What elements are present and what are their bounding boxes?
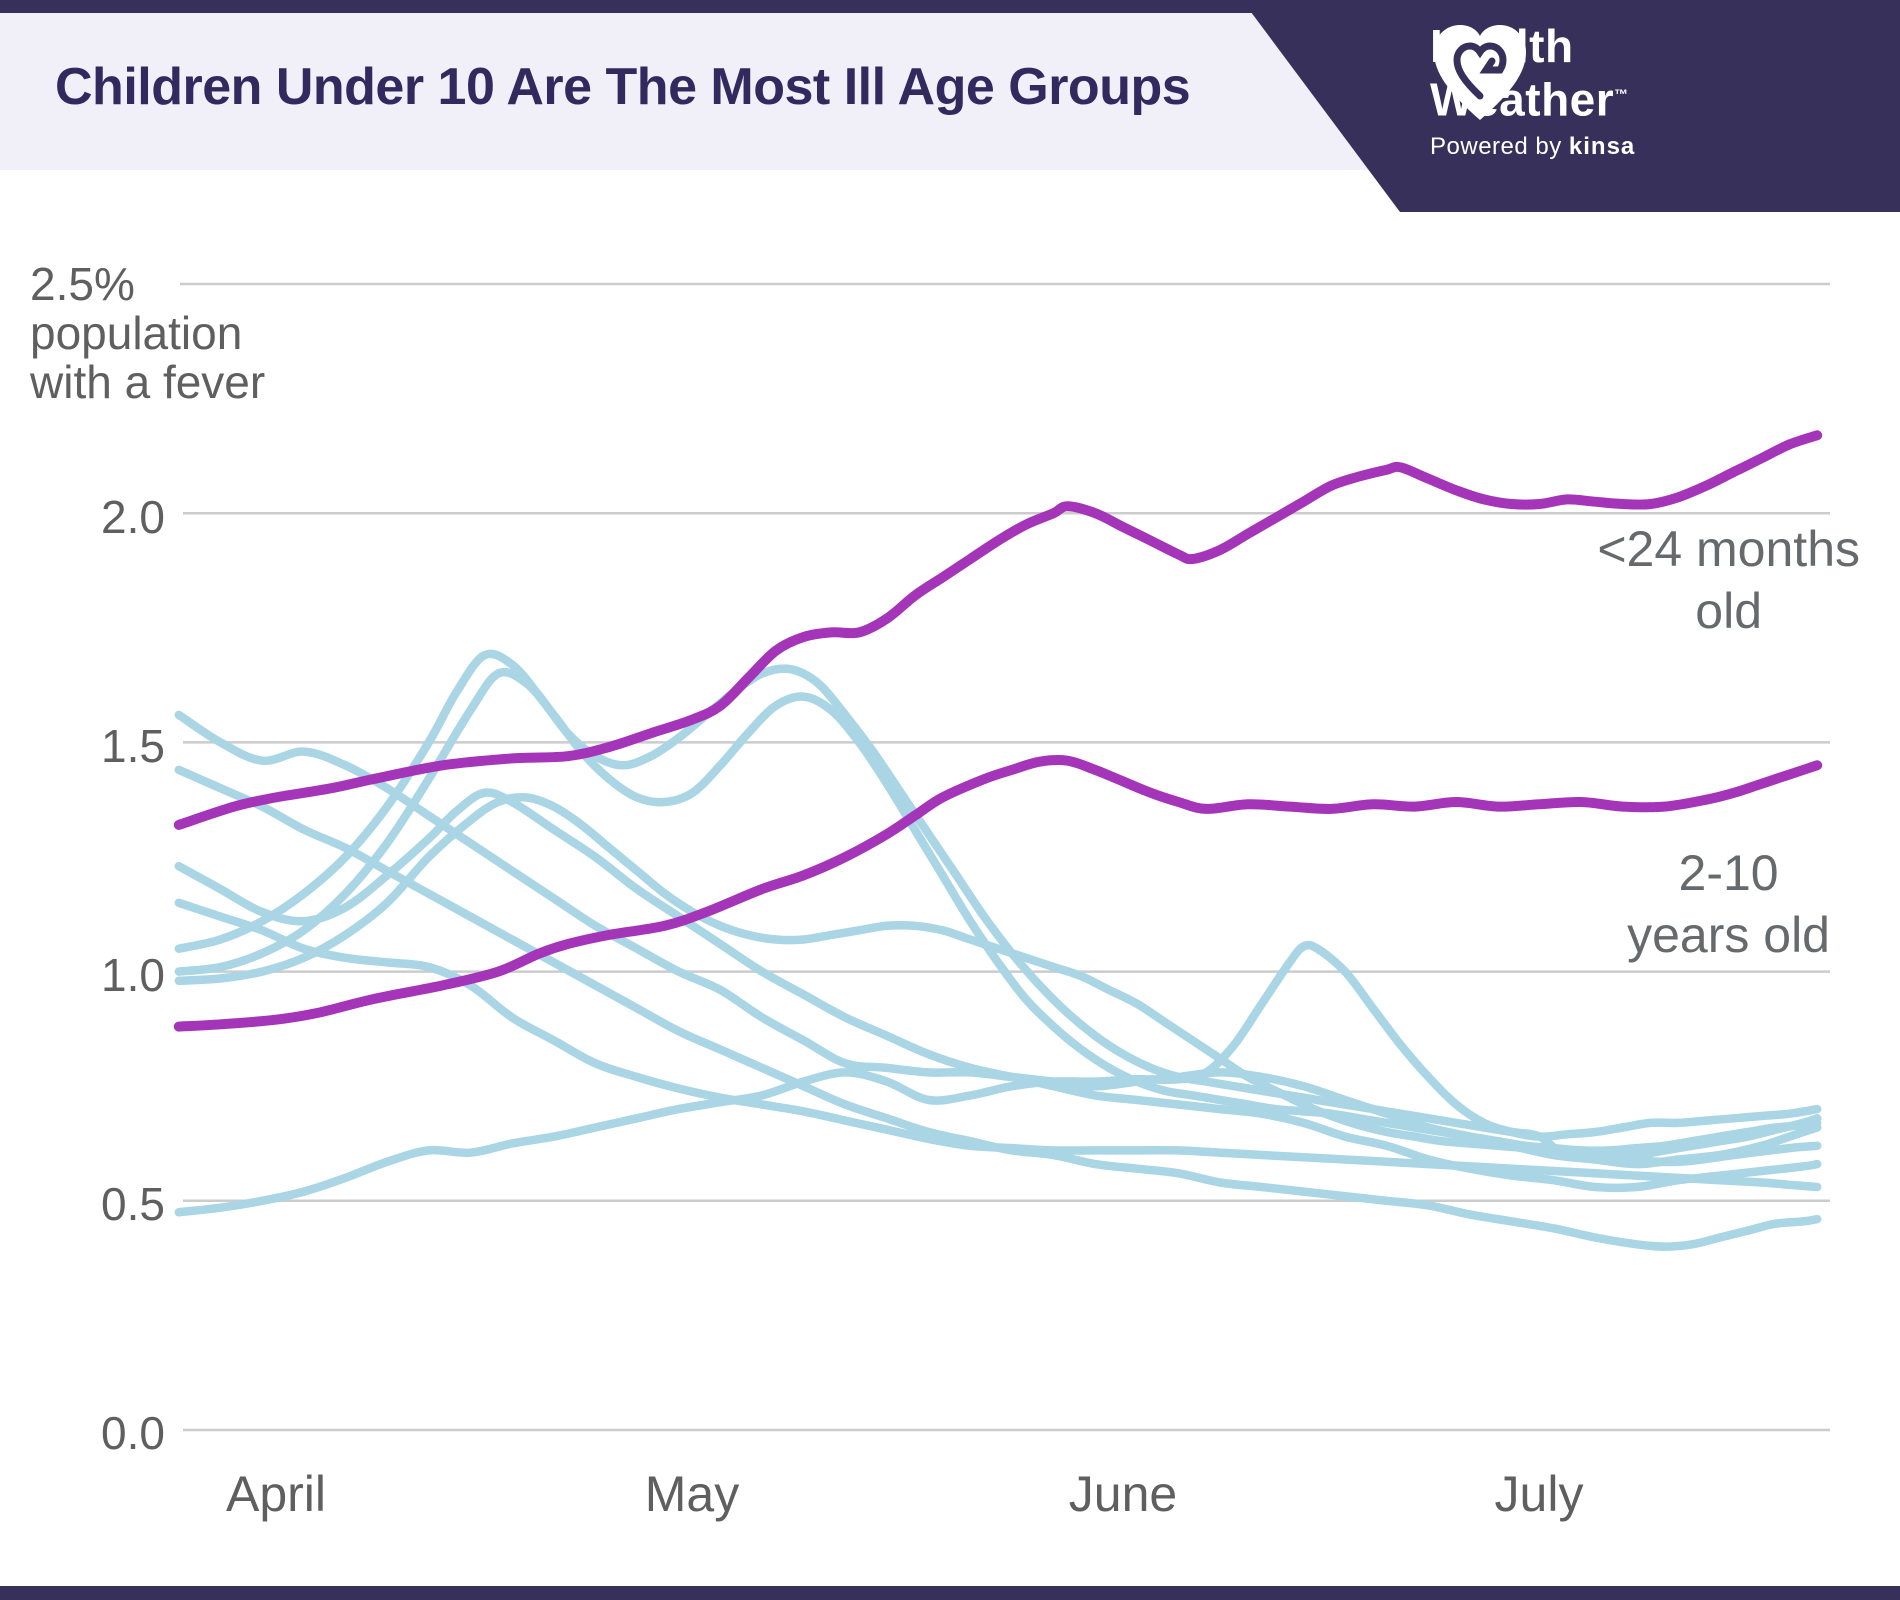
series-line-other-age-group-2 [174, 765, 1822, 1251]
x-tick-may: May [644, 1466, 740, 1522]
series-line-2-10-years-old [173, 755, 1823, 1032]
y-axis-desc-2: with a fever [30, 356, 266, 408]
top-accent-bar [0, 0, 1900, 13]
powered-by-kinsa: Powered by kinsa [1430, 133, 1636, 161]
page-title: Children Under 10 Are The Most Ill Age G… [55, 58, 1191, 116]
y-tick-1_5: 1.5 [101, 720, 165, 772]
bottom-accent-bar [0, 1586, 1900, 1600]
logo-banner: Health Weather™ Powered by kinsa [1242, 0, 1900, 212]
health-weather-logo: Health Weather™ Powered by kinsa [1430, 22, 1635, 161]
heart-logo-icon [1434, 25, 1526, 120]
x-tick-april: April [225, 1466, 327, 1522]
series-line-other-age-group-7 [174, 792, 1822, 1160]
y-axis-max-label: 2.5% [30, 258, 135, 310]
y-tick-2_0: 2.0 [101, 491, 165, 543]
x-tick-july: July [1494, 1466, 1584, 1522]
trademark-mark: ™ [1614, 86, 1629, 102]
annotation-under-24-months: <24 months old [1597, 521, 1860, 639]
series-line-under-24-months-old [173, 430, 1823, 830]
series-line-other-age-group-8 [174, 940, 1822, 1217]
fever-trend-chart: 2.5% population with a fever 2.0 1.5 1.0… [0, 170, 1900, 1586]
y-axis-title: 2.5% population with a fever [30, 260, 265, 407]
y-tick-0_5: 0.5 [101, 1178, 165, 1230]
series-line-other-age-group-3 [174, 788, 1822, 1193]
y-tick-1_0: 1.0 [101, 949, 165, 1001]
series-line-other-age-group-5 [174, 649, 1822, 1167]
y-axis-desc-1: population [30, 307, 243, 359]
annotation-2-10-years: 2-10 years old [1627, 845, 1830, 963]
line-chart-canvas [173, 282, 1830, 1432]
y-tick-0_0: 0.0 [101, 1407, 165, 1459]
x-tick-june: June [1068, 1466, 1178, 1522]
